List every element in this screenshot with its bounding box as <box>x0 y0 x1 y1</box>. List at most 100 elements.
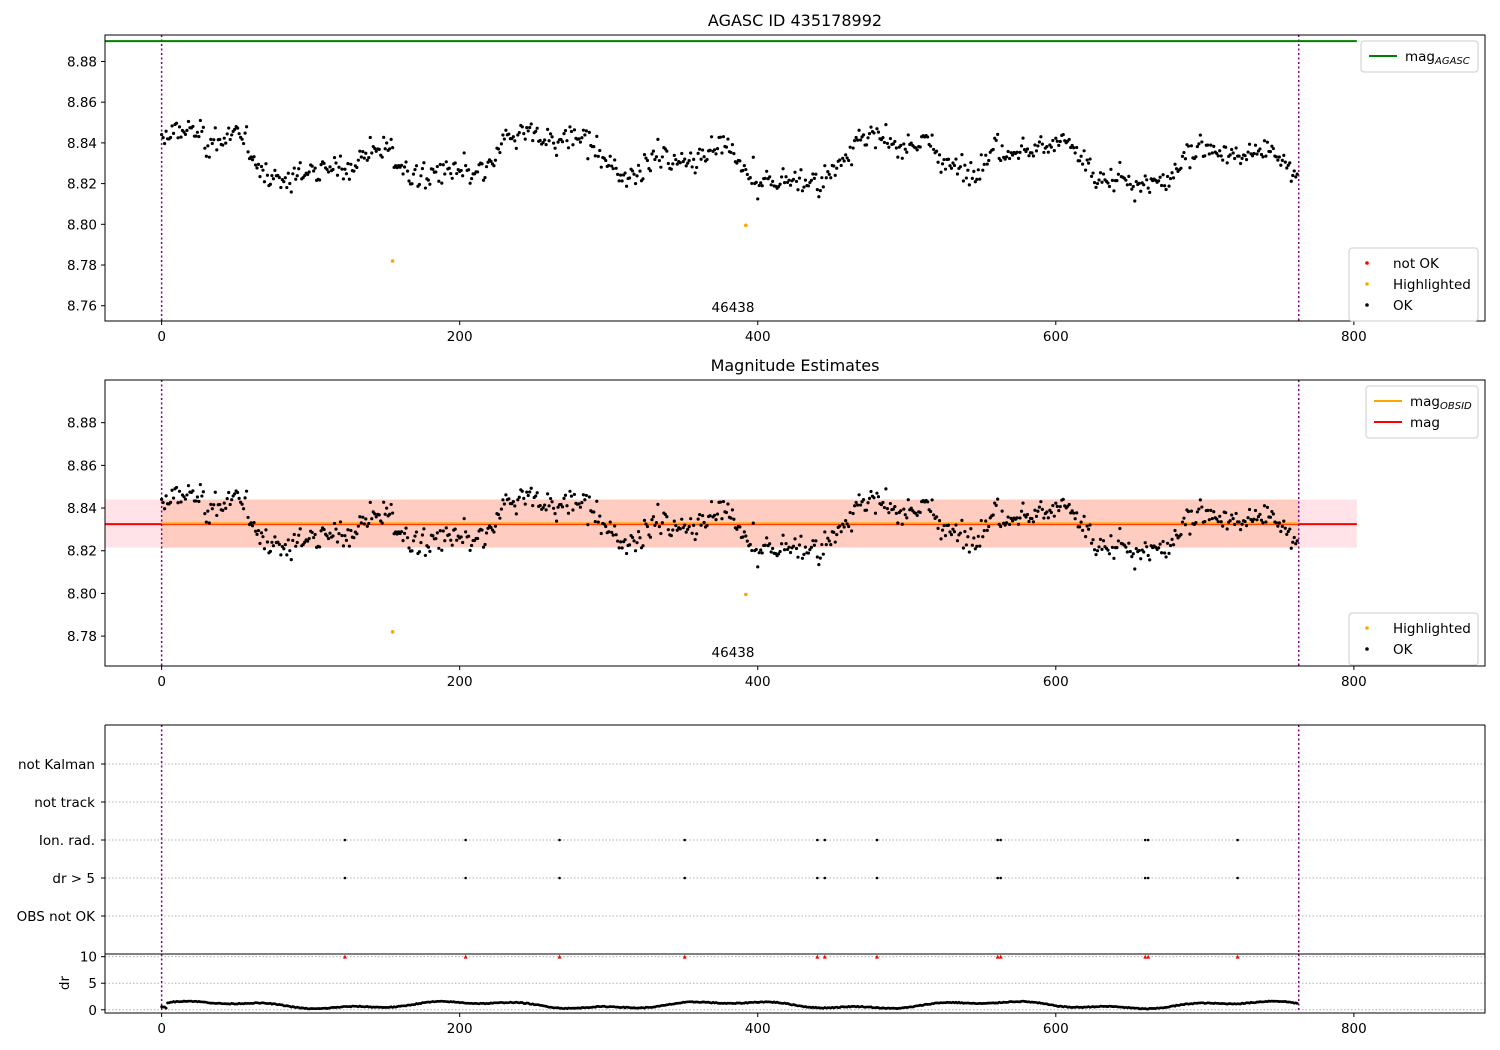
y-tick-label: 8.78 <box>67 258 97 274</box>
ok-point <box>833 173 837 177</box>
ok-point <box>467 168 471 172</box>
ok-point <box>198 118 202 123</box>
ok-point <box>596 520 600 524</box>
ok-point <box>709 500 714 504</box>
ok-point <box>1088 157 1092 161</box>
ok-point <box>553 512 557 516</box>
ok-point <box>382 500 386 504</box>
legend-label: not OK <box>1393 256 1440 272</box>
ok-point <box>212 138 216 142</box>
ok-point <box>973 547 977 551</box>
ok-point <box>987 524 991 529</box>
ok-point <box>294 177 298 181</box>
ok-point <box>939 537 943 541</box>
ok-point <box>1250 154 1255 158</box>
ok-point <box>1021 501 1025 505</box>
ok-point <box>1291 173 1295 178</box>
ok-point <box>800 556 805 560</box>
legend-box <box>1348 247 1479 322</box>
ok-point <box>1049 145 1053 149</box>
ok-point <box>517 130 521 135</box>
ok-point <box>286 538 290 542</box>
ok-point <box>569 494 574 498</box>
ok-point <box>1203 154 1207 158</box>
ok-point <box>1051 138 1055 143</box>
ok-point <box>967 183 971 187</box>
ok-point <box>270 540 274 544</box>
ok-point <box>931 147 936 152</box>
ok-point <box>826 536 830 540</box>
ok-point <box>729 150 733 155</box>
ok-point <box>946 523 951 527</box>
ok-point <box>383 512 387 516</box>
ok-point <box>164 494 168 498</box>
ok-point <box>829 543 833 547</box>
ok-point <box>1209 508 1213 513</box>
ok-point <box>423 553 428 558</box>
ok-point <box>233 127 237 131</box>
ok-point <box>1291 540 1295 544</box>
ok-point <box>1100 180 1104 184</box>
ok-point <box>340 533 344 538</box>
ok-point <box>991 147 995 152</box>
flag-point <box>996 838 999 842</box>
ok-point <box>493 524 498 528</box>
ok-point <box>763 176 767 180</box>
ok-point <box>748 176 752 180</box>
ok-point <box>936 160 940 164</box>
ok-point <box>1042 150 1046 155</box>
ok-point <box>1040 142 1044 146</box>
ok-point <box>380 521 384 525</box>
ok-point <box>343 167 347 171</box>
ok-point <box>1288 527 1292 531</box>
ok-point <box>1003 523 1007 527</box>
ok-point <box>1194 155 1198 159</box>
ok-point <box>1116 539 1120 543</box>
ok-point <box>286 171 290 175</box>
ok-point <box>313 532 317 537</box>
ok-point <box>1109 167 1113 171</box>
ok-point <box>438 529 442 533</box>
ok-point <box>630 169 635 173</box>
ok-point <box>340 167 344 171</box>
ok-point <box>1161 173 1165 177</box>
ok-point <box>388 512 392 516</box>
ok-point <box>714 518 718 522</box>
ok-point <box>434 170 438 174</box>
ok-point <box>586 523 590 527</box>
ok-point <box>566 511 571 515</box>
ok-point <box>864 143 869 147</box>
flag-category-label: not Kalman <box>18 757 95 773</box>
ok-point <box>832 530 836 534</box>
ok-point <box>1274 521 1278 525</box>
ok-point <box>894 511 898 516</box>
ok-point <box>1218 149 1222 153</box>
ok-point <box>955 172 960 176</box>
ok-point <box>195 130 199 134</box>
ok-point <box>1280 524 1284 528</box>
ok-point <box>338 154 343 158</box>
ok-point <box>1033 508 1037 512</box>
ok-point <box>318 178 322 182</box>
ok-point <box>484 165 489 169</box>
ok-point <box>653 523 657 528</box>
ok-point <box>844 519 848 523</box>
ok-point <box>633 549 638 553</box>
ok-point <box>1134 547 1138 551</box>
ok-point <box>1085 524 1089 528</box>
ok-point <box>492 530 496 534</box>
ok-point <box>623 171 627 175</box>
ok-point <box>1146 553 1150 558</box>
ok-point <box>838 524 842 528</box>
y-tick-label: 0 <box>88 1003 97 1019</box>
ok-point <box>771 546 775 551</box>
ok-point <box>1157 546 1161 550</box>
ok-point <box>599 531 603 536</box>
ok-point <box>1057 143 1061 147</box>
ok-point <box>583 133 587 137</box>
ok-point <box>297 533 301 537</box>
ok-point <box>942 523 946 528</box>
ok-point <box>1164 555 1168 559</box>
ok-point <box>1046 150 1050 154</box>
ok-point <box>678 161 682 165</box>
